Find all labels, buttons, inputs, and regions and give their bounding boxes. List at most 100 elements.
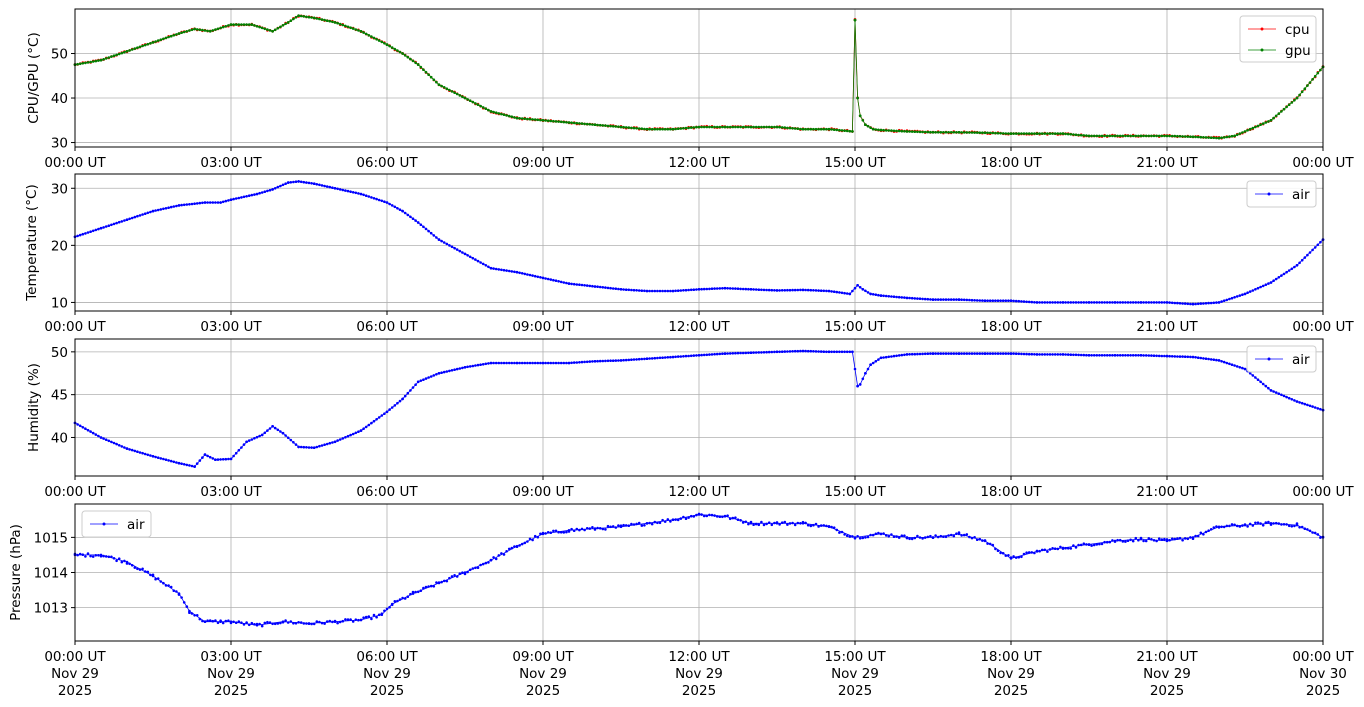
data-point bbox=[245, 621, 248, 624]
data-point bbox=[817, 350, 820, 353]
data-point bbox=[190, 202, 194, 206]
data-point bbox=[494, 267, 498, 271]
data-point bbox=[1095, 134, 1099, 138]
data-point bbox=[526, 361, 529, 365]
data-point bbox=[320, 184, 324, 187]
data-point bbox=[240, 196, 243, 199]
data-point bbox=[689, 288, 693, 292]
data-point bbox=[112, 222, 116, 226]
data-point bbox=[1155, 354, 1158, 358]
data-point bbox=[591, 284, 594, 288]
data-point bbox=[289, 19, 293, 23]
data-point bbox=[364, 425, 368, 429]
data-point bbox=[994, 131, 997, 135]
data-point bbox=[156, 39, 160, 42]
data-point bbox=[214, 28, 217, 31]
data-point bbox=[297, 445, 300, 449]
data-point bbox=[832, 526, 836, 529]
data-point bbox=[731, 516, 735, 520]
data-point bbox=[910, 352, 914, 356]
data-point bbox=[440, 371, 443, 375]
data-point bbox=[359, 30, 363, 33]
data-point bbox=[411, 59, 415, 63]
legend: air bbox=[1246, 180, 1317, 208]
data-point bbox=[471, 100, 475, 104]
data-point bbox=[970, 352, 974, 355]
data-point bbox=[796, 127, 800, 130]
data-point bbox=[611, 125, 615, 128]
data-point bbox=[1131, 301, 1135, 304]
data-point bbox=[718, 287, 722, 290]
data-point bbox=[1238, 132, 1242, 135]
data-point bbox=[1238, 294, 1242, 297]
data-point bbox=[403, 54, 407, 57]
data-point bbox=[884, 129, 888, 132]
data-point bbox=[1022, 552, 1026, 556]
data-point bbox=[604, 286, 607, 289]
data-point bbox=[302, 622, 306, 625]
data-point bbox=[375, 197, 378, 201]
data-point bbox=[580, 527, 584, 531]
data-point bbox=[1160, 354, 1164, 358]
data-point bbox=[843, 533, 846, 536]
data-point bbox=[1303, 527, 1307, 530]
data-point bbox=[791, 350, 794, 353]
data-point bbox=[260, 433, 264, 437]
data-point bbox=[1254, 288, 1257, 291]
data-point bbox=[970, 298, 974, 302]
data-point bbox=[279, 430, 282, 433]
data-point bbox=[710, 513, 714, 517]
data-point bbox=[1147, 537, 1151, 540]
data-point bbox=[1217, 359, 1221, 362]
data-point bbox=[1147, 354, 1151, 357]
data-point bbox=[858, 114, 862, 118]
data-point bbox=[962, 298, 966, 302]
data-point bbox=[312, 622, 316, 626]
data-point bbox=[1181, 355, 1184, 358]
data-point bbox=[229, 457, 233, 461]
data-point bbox=[1077, 353, 1080, 357]
data-point bbox=[1235, 295, 1239, 298]
data-point bbox=[762, 288, 766, 292]
data-point bbox=[1134, 134, 1138, 138]
data-point bbox=[757, 523, 761, 527]
data-point bbox=[874, 293, 878, 297]
data-point bbox=[981, 539, 984, 542]
data-point bbox=[201, 456, 204, 459]
data-point bbox=[848, 129, 852, 133]
data-point bbox=[154, 209, 157, 212]
data-point bbox=[533, 274, 537, 278]
data-point bbox=[151, 41, 155, 44]
data-point bbox=[796, 349, 800, 353]
x-tick-label: 03:00 UT bbox=[200, 484, 262, 500]
data-point bbox=[687, 354, 690, 358]
data-point bbox=[151, 574, 155, 578]
data-point bbox=[445, 579, 449, 583]
data-point bbox=[1222, 360, 1226, 364]
data-point bbox=[619, 288, 623, 291]
data-point bbox=[905, 353, 909, 356]
data-point bbox=[793, 349, 797, 353]
data-point bbox=[510, 361, 514, 365]
data-point bbox=[851, 535, 854, 538]
data-point bbox=[1220, 360, 1223, 363]
data-point bbox=[835, 528, 839, 532]
data-point bbox=[143, 452, 147, 456]
data-point bbox=[1074, 546, 1078, 549]
data-point bbox=[968, 298, 971, 302]
data-point bbox=[1155, 539, 1158, 543]
data-point bbox=[149, 454, 152, 457]
data-point bbox=[541, 532, 545, 536]
data-point bbox=[344, 618, 347, 621]
data-point bbox=[429, 584, 433, 588]
data-point bbox=[1254, 521, 1257, 525]
data-point bbox=[104, 438, 108, 442]
data-point bbox=[1202, 136, 1205, 139]
data-point bbox=[910, 296, 914, 300]
data-point bbox=[1090, 544, 1093, 547]
data-point bbox=[1134, 301, 1138, 304]
data-point bbox=[463, 571, 467, 574]
data-point bbox=[455, 367, 459, 371]
data-point bbox=[903, 130, 906, 133]
data-point bbox=[809, 349, 813, 353]
